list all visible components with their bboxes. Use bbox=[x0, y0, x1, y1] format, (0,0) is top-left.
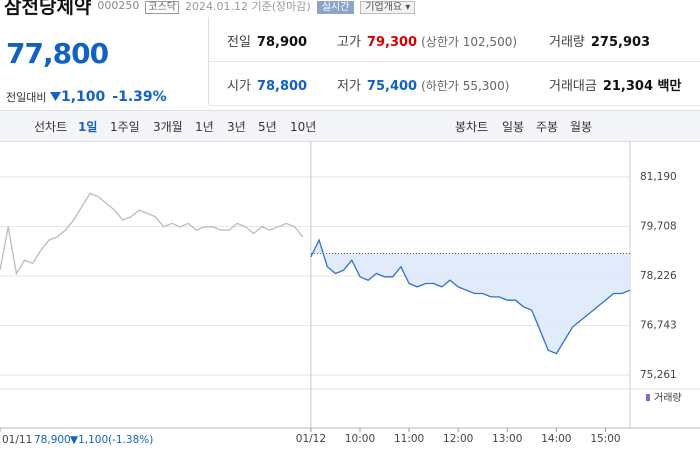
company-button[interactable]: 기업개요 ▾ bbox=[360, 1, 416, 14]
x-tick-label: 11:00 bbox=[394, 433, 424, 445]
tab[interactable]: 1일 bbox=[78, 120, 98, 134]
tab[interactable]: 일봉 bbox=[502, 120, 525, 134]
y-tick-label: 79,708 bbox=[640, 221, 677, 233]
market-badge: 코스닥 bbox=[145, 1, 180, 14]
stats-row: 전일 78,900 고가 79,300 (상한가 102,500) 거래량 275,903 bbox=[209, 17, 700, 62]
stat-cell: 시가 78,800 bbox=[227, 75, 307, 94]
stat-cell: 고가 79,300 (상한가 102,500) bbox=[337, 31, 517, 50]
stat-label: 시가 bbox=[227, 79, 251, 94]
y-tick-label: 78,226 bbox=[640, 270, 677, 282]
stock-code: 000250 bbox=[97, 0, 140, 12]
stat-value: 78,900 bbox=[256, 35, 308, 50]
chart: 75,261 76,743 78,226 79,708 81,190 거래량 01/12 10… bbox=[0, 141, 700, 446]
x-tick-label: 10:00 bbox=[345, 433, 375, 445]
tab[interactable]: 1주일 bbox=[110, 120, 140, 134]
x-tick-label: 12:00 bbox=[443, 433, 473, 445]
price-box: 77,800 전일대비 1,100 -1.39% bbox=[0, 17, 209, 105]
stat-value: 21,304 백만 bbox=[602, 79, 682, 94]
stat-note: (상한가 102,500) bbox=[421, 35, 518, 49]
stat-value: 79,300 bbox=[366, 35, 418, 50]
tab[interactable]: 월봉 bbox=[570, 120, 593, 134]
price-line bbox=[0, 192, 304, 276]
date: 2024.01.12 기준(장마감) bbox=[185, 0, 311, 13]
y-tick-label: 75,261 bbox=[640, 369, 677, 381]
tab[interactable]: 3개월 bbox=[153, 120, 183, 134]
tab[interactable]: 1년 bbox=[195, 120, 214, 134]
stat-value: 78,800 bbox=[256, 79, 308, 94]
tab[interactable]: 3년 bbox=[227, 120, 246, 134]
header: 삼천당제약 000250 코스닥 2024.01.12 기준(장마감) 실시간 기업개요 … bbox=[4, 0, 421, 18]
area bbox=[310, 240, 630, 354]
change-value: 1,100 bbox=[60, 89, 106, 105]
footer-change: ▼1,100 bbox=[70, 434, 108, 446]
tabs: 선차트 1일 1주일 3개월 1년 3년 5년 10년 봉차트 일봉 주봉 월봉 bbox=[0, 110, 700, 142]
tab-label: 선차트 bbox=[34, 120, 68, 134]
stat-label: 거래대금 bbox=[549, 79, 597, 94]
tab[interactable]: 주봉 bbox=[536, 120, 559, 134]
stat-cell: 전일 78,900 bbox=[227, 31, 307, 50]
x-tick-label: 15:00 bbox=[590, 433, 620, 445]
y-tick-label: 76,743 bbox=[640, 319, 677, 331]
tab-label: 봉차트 bbox=[455, 120, 489, 134]
change: 전일대비 1,100 -1.39% bbox=[6, 89, 167, 105]
volume-label: 거래량 bbox=[654, 392, 682, 404]
current-price: 77,800 bbox=[6, 37, 109, 70]
stat-value: 75,400 bbox=[366, 79, 418, 94]
tab[interactable]: 10년 bbox=[290, 120, 317, 134]
stat-cell: 거래량 275,903 bbox=[549, 31, 650, 50]
footer-pct: (-1.38%) bbox=[108, 434, 153, 446]
change-label: 전일대비 bbox=[6, 91, 47, 104]
stock-name: 삼천당제약 bbox=[4, 0, 92, 18]
volume-legend-icon bbox=[646, 394, 650, 401]
tab[interactable]: 5년 bbox=[258, 120, 277, 134]
x-tick-label: 13:00 bbox=[492, 433, 522, 445]
stats: 전일 78,900 고가 79,300 (상한가 102,500) 거래량 275,903 시… bbox=[209, 17, 700, 106]
down-icon bbox=[49, 92, 61, 101]
price-line bbox=[310, 238, 631, 355]
stat-label: 거래량 bbox=[549, 35, 585, 50]
stat-label: 전일 bbox=[227, 35, 251, 50]
stat-cell: 거래대금 21,304 백만 bbox=[549, 75, 681, 94]
stats-row: 시가 78,800 저가 75,400 (하한가 55,300) 거래대금 21,304 백… bbox=[209, 61, 700, 106]
footer-date: 01/11 bbox=[2, 434, 32, 446]
stat-note: (하한가 55,300) bbox=[421, 79, 510, 93]
x-tick-label: 14:00 bbox=[541, 433, 571, 445]
stat-value: 275,903 bbox=[590, 35, 651, 50]
y-tick-label: 81,190 bbox=[640, 171, 677, 183]
realtime-button[interactable]: 실시간 bbox=[316, 1, 355, 14]
stat-label: 고가 bbox=[337, 35, 361, 50]
change-pct: -1.39% bbox=[112, 89, 167, 105]
stat-cell: 저가 75,400 (하한가 55,300) bbox=[337, 75, 509, 94]
x-tick-label: 01/12 bbox=[296, 433, 326, 445]
stat-label: 저가 bbox=[337, 79, 361, 94]
footer-price: 78,900 bbox=[34, 434, 71, 446]
